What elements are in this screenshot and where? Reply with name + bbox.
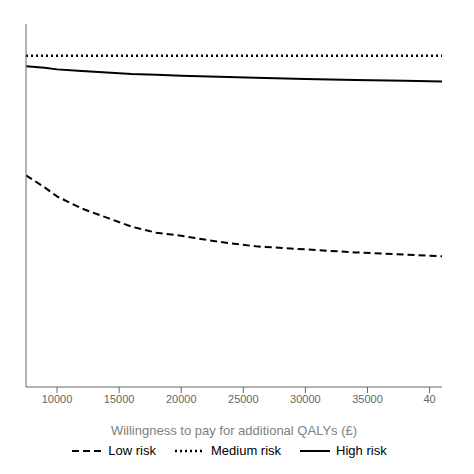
html-text:Low risk: Low risk [108,443,156,458]
svg-text:40: 40 [423,393,435,405]
html-text:Medium risk: Medium risk [211,443,282,458]
html-text:High risk: High risk [336,443,387,458]
svg-text:25000: 25000 [228,393,259,405]
svg-text:35000: 35000 [352,393,383,405]
svg-text:10000: 10000 [42,393,73,405]
svg-text:20000: 20000 [166,393,197,405]
svg-text:30000: 30000 [290,393,321,405]
svg-text:Willingness to pay for additio: Willingness to pay for additional QALYs … [111,423,357,438]
svg-text:15000: 15000 [104,393,135,405]
